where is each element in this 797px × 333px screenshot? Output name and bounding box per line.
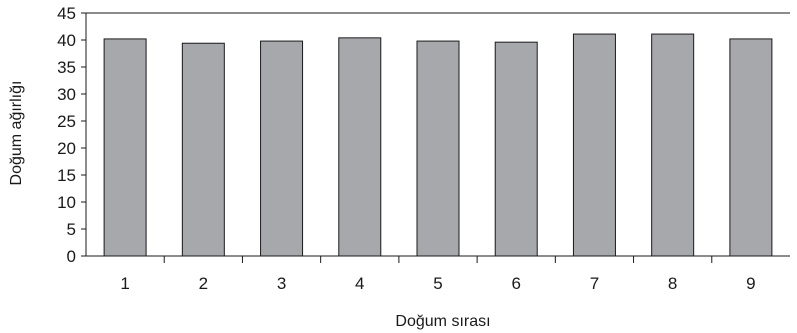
y-tick-label-5: 5 [67,220,76,239]
y-axis-title: Doğum ağırlığı [8,81,25,186]
y-tick-label-35: 35 [57,58,76,77]
bars-layer [103,33,773,257]
x-tick-label-8: 8 [668,274,677,293]
bar-4 [338,37,382,257]
x-tick-label-5: 5 [433,274,442,293]
y-tick-label-40: 40 [57,31,76,50]
y-tick-label-25: 25 [57,112,76,131]
y-tick-label-15: 15 [57,166,76,185]
bar-3 [260,40,304,257]
y-tick-label-45: 45 [57,4,76,23]
x-tick-label-1: 1 [120,274,129,293]
bar-5 [416,40,460,257]
x-tick-label-4: 4 [355,274,364,293]
y-tick-label-0: 0 [67,247,76,266]
bar-2 [181,42,225,257]
x-tick-label-3: 3 [277,274,286,293]
axes-layer [81,12,790,263]
x-tick-label-2: 2 [199,274,208,293]
x-tick-label-6: 6 [511,274,520,293]
x-axis-title: Doğum sırası [395,313,490,330]
y-tick-label-10: 10 [57,193,76,212]
y-tick-label-30: 30 [57,85,76,104]
bar-9 [729,38,773,257]
y-tick-label-20: 20 [57,139,76,158]
x-tick-label-9: 9 [746,274,755,293]
bar-1 [103,38,147,257]
bar-7 [572,33,616,257]
bar-6 [494,41,538,257]
bar-8 [651,33,695,257]
x-tick-label-7: 7 [590,274,599,293]
